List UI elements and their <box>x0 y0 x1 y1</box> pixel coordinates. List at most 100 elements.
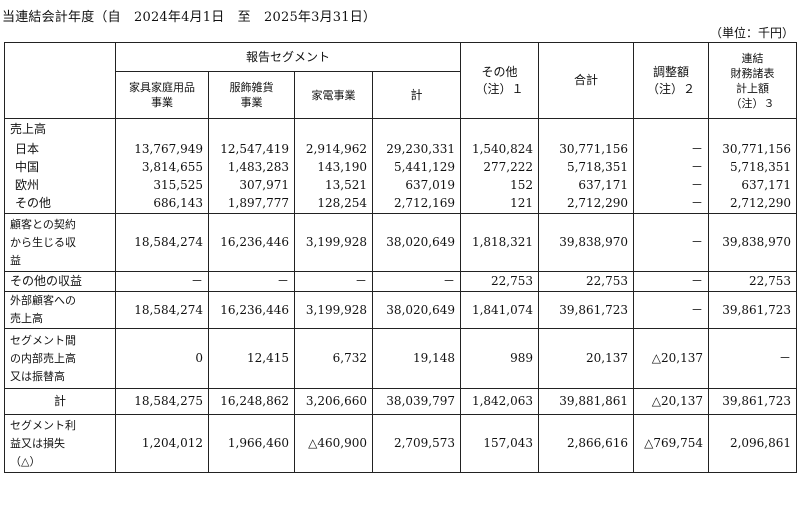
cell-value: 30,771,156 <box>708 140 798 159</box>
cell-value: 1,540,824 <box>460 140 540 159</box>
cell-value: － <box>633 140 710 159</box>
cell-value: 1,204,012 <box>115 414 209 473</box>
cell-value: 1,842,063 <box>460 388 540 415</box>
cell-value: 686,143 <box>115 194 209 214</box>
table-row: 外部顧客への 売上高 18,584,274 16,236,446 3,199,928 38… <box>4 291 798 329</box>
cell-value: － <box>115 271 209 292</box>
table-row: 欧州 315,525 307,971 13,521 637,019 152 637,171 －… <box>4 176 798 195</box>
cell-value: 0 <box>115 328 209 389</box>
table-row: セグメント利 益又は損失 （△） 1,204,012 1,966,460 △460,900… <box>4 414 798 473</box>
cell-value: 29,230,331 <box>371 140 462 159</box>
apparel-header: 服飾雑貨 事業 <box>208 71 295 119</box>
segment-table: 報告セグメント その他 （注）１ 合計 調整額 （注）２ 連結 財務諸表 計上額 （注）… <box>4 42 798 473</box>
cell-value: － <box>708 328 798 389</box>
cell-value: 18,584,274 <box>115 213 209 272</box>
cell-value: 307,971 <box>208 176 295 195</box>
table-row: 顧客との契約 から生じる収益 18,584,274 16,236,446 3,199,9… <box>4 213 798 272</box>
cell-value: 3,206,660 <box>294 388 373 415</box>
cell-value: 2,712,290 <box>708 194 798 214</box>
cell-value: 18,584,274 <box>115 291 209 329</box>
row-label: その他 <box>4 194 116 214</box>
cell-value: － <box>633 176 710 195</box>
table-row: 中国 3,814,655 1,483,283 143,190 5,441,129 277,… <box>4 158 798 177</box>
row-label: 計 <box>4 388 116 415</box>
cell-value: － <box>633 291 710 329</box>
cell-value: 38,020,649 <box>371 213 462 272</box>
cell-value: 152 <box>460 176 540 195</box>
cell-value: 637,171 <box>708 176 798 195</box>
cell-value: 277,222 <box>460 158 540 177</box>
cell-value: 38,020,649 <box>371 291 462 329</box>
cell-value: 39,861,723 <box>708 291 798 329</box>
cell-value: 5,441,129 <box>371 158 462 177</box>
cell-value: － <box>371 271 462 292</box>
cell-value: 3,199,928 <box>294 291 373 329</box>
cell-value: 30,771,156 <box>538 140 635 159</box>
cell-value: 22,753 <box>538 271 635 292</box>
cell-value: 2,866,616 <box>538 414 635 473</box>
cell-value: 22,753 <box>708 271 798 292</box>
row-label: セグメント間 の内部売上高 又は振替高 <box>4 328 116 389</box>
header-corner <box>4 42 116 119</box>
unit-label: （単位：千円） <box>709 26 794 40</box>
cell-value: △20,137 <box>633 328 710 389</box>
cell-value: 637,171 <box>538 176 635 195</box>
table-row: セグメント間 の内部売上高 又は振替高 0 12,415 6,732 19,148 989 20… <box>4 328 798 389</box>
cell-value: － <box>633 194 710 214</box>
consolidated-header: 連結 財務諸表 計上額 （注）３ <box>708 42 798 119</box>
other-header: その他 （注）１ <box>460 42 540 119</box>
cell-value: 13,521 <box>294 176 373 195</box>
cell-value: － <box>633 158 710 177</box>
period-title: 当連結会計年度（自 2024年4月1日 至 2025年3月31日） <box>2 10 377 25</box>
row-label: 中国 <box>4 158 116 177</box>
table-row: 計 18,584,275 16,248,862 3,206,660 38,039,797… <box>4 388 798 415</box>
cell-value: － <box>294 271 373 292</box>
cell-value: △460,900 <box>294 414 373 473</box>
reported-segments-header: 報告セグメント <box>114 42 462 72</box>
cell-value: 39,861,723 <box>708 388 798 415</box>
cell-value: 12,415 <box>208 328 295 389</box>
cell-value: 6,732 <box>294 328 373 389</box>
cell-value: 39,838,970 <box>708 213 798 272</box>
subtotal-header: 計 <box>371 71 462 119</box>
cell-value: 3,814,655 <box>115 158 209 177</box>
row-label: セグメント利 益又は損失 （△） <box>4 414 116 473</box>
cell-value: 2,712,290 <box>538 194 635 214</box>
cell-value: 2,709,573 <box>371 414 462 473</box>
table-row: その他 686,143 1,897,777 128,254 2,712,169 121 2,… <box>4 194 798 214</box>
cell-value: 16,248,862 <box>208 388 295 415</box>
cell-value: 39,838,970 <box>538 213 635 272</box>
cell-value: △20,137 <box>633 388 710 415</box>
row-label: 外部顧客への 売上高 <box>4 291 116 329</box>
table-row: その他の収益－－－－ 22,753 22,753 － 22,753 <box>4 271 798 292</box>
adjustment-header: 調整額 （注）２ <box>633 42 710 119</box>
cell-value: 315,525 <box>115 176 209 195</box>
cell-value: 1,818,321 <box>460 213 540 272</box>
cell-value: 1,841,074 <box>460 291 540 329</box>
total-header: 合計 <box>538 42 635 119</box>
cell-value: 3,199,928 <box>294 213 373 272</box>
row-label: その他の収益 <box>4 271 116 292</box>
sales-heading: 売上高 <box>4 118 116 141</box>
row-label: 顧客との契約 から生じる収益 <box>4 213 116 272</box>
cell-value: － <box>633 271 710 292</box>
cell-value: 38,039,797 <box>371 388 462 415</box>
sales-heading-row: 売上高 <box>4 118 798 141</box>
cell-value: 1,483,283 <box>208 158 295 177</box>
cell-value: 157,043 <box>460 414 540 473</box>
cell-value: 143,190 <box>294 158 373 177</box>
cell-value: 5,718,351 <box>538 158 635 177</box>
cell-value: 5,718,351 <box>708 158 798 177</box>
row-label: 欧州 <box>4 176 116 195</box>
cell-value: － <box>208 271 295 292</box>
cell-value: 13,767,949 <box>115 140 209 159</box>
cell-value: 637,019 <box>371 176 462 195</box>
cell-value: 12,547,419 <box>208 140 295 159</box>
cell-value: － <box>633 213 710 272</box>
cell-value: 989 <box>460 328 540 389</box>
cell-value: 39,881,861 <box>538 388 635 415</box>
cell-value: 22,753 <box>460 271 540 292</box>
cell-value: 121 <box>460 194 540 214</box>
cell-value: 16,236,446 <box>208 291 295 329</box>
electronics-header: 家電事業 <box>294 71 373 119</box>
